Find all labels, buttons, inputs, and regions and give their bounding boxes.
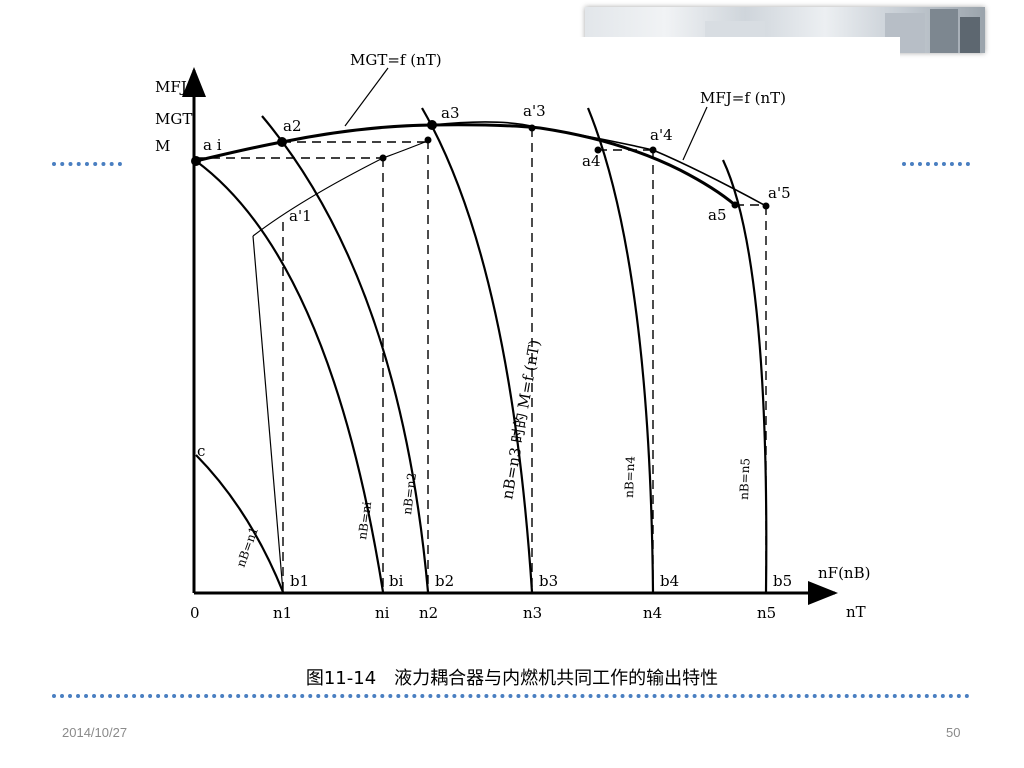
leader-mfj bbox=[682, 106, 708, 161]
x-label-nt: nT bbox=[846, 603, 866, 621]
a1-b1-line bbox=[252, 235, 284, 593]
label-b3: b3 bbox=[539, 572, 558, 590]
label-mfj-curve: MFJ=f (nT) bbox=[700, 89, 786, 107]
nb4-curve bbox=[586, 107, 655, 593]
point-a3-prime bbox=[528, 124, 536, 132]
nb1-curve bbox=[195, 454, 285, 593]
origin-label: 0 bbox=[190, 604, 200, 622]
coupling-characteristic-figure: MFJ MGT M nF(nB) nT 0 n1 ni n2 n3 n4 n5 … bbox=[155, 51, 870, 622]
point-ni-top bbox=[379, 154, 387, 162]
tick-n5: n5 bbox=[757, 604, 776, 622]
top-dotted-divider-right bbox=[902, 162, 970, 166]
mfj-curve bbox=[431, 121, 767, 207]
header-mask bbox=[560, 37, 900, 62]
y-label-m: M bbox=[155, 137, 170, 155]
label-a5: a5 bbox=[708, 206, 727, 224]
label-a4-prime: a'4 bbox=[650, 126, 673, 144]
tick-n2: n2 bbox=[419, 604, 438, 622]
label-nb5: nB=n5 bbox=[737, 458, 752, 500]
top-dotted-divider-left bbox=[52, 162, 122, 166]
label-c: c bbox=[197, 442, 205, 460]
building-shape bbox=[960, 17, 980, 53]
label-a1-prime: a'1 bbox=[289, 207, 312, 225]
nb5-curve bbox=[722, 159, 768, 593]
point-a4-prime bbox=[649, 146, 657, 154]
nb3-curve bbox=[421, 107, 534, 593]
point-a5-prime bbox=[762, 202, 770, 210]
label-b2: b2 bbox=[435, 572, 454, 590]
nb2-curve bbox=[261, 115, 430, 593]
point-a5 bbox=[731, 201, 739, 209]
leader-mgt bbox=[344, 67, 389, 127]
footer-date: 2014/10/27 bbox=[62, 725, 128, 740]
y-label-mfj: MFJ bbox=[155, 78, 187, 96]
building-shape bbox=[930, 9, 958, 53]
label-nb2: nB=n2 bbox=[400, 472, 419, 515]
label-a2: a2 bbox=[283, 117, 302, 135]
label-nb4: nB=n4 bbox=[622, 455, 637, 498]
label-nbi: nB=ni bbox=[355, 501, 374, 541]
tick-n1: n1 bbox=[273, 604, 292, 622]
point-a3 bbox=[427, 120, 437, 130]
footer-page-number: 50 bbox=[946, 725, 961, 740]
figure-caption: 图11-14 液力耦合器与内燃机共同工作的输出特性 bbox=[305, 668, 719, 689]
label-a3: a3 bbox=[441, 104, 460, 122]
label-b1: b1 bbox=[290, 572, 309, 590]
label-bi: bi bbox=[389, 572, 404, 590]
y-label-mgt: MGT bbox=[155, 110, 192, 128]
label-b5: b5 bbox=[773, 572, 792, 590]
point-a4 bbox=[594, 146, 602, 154]
tick-n3: n3 bbox=[523, 604, 542, 622]
label-mgt-curve: MGT=f (nT) bbox=[350, 51, 442, 69]
tick-n4: n4 bbox=[643, 604, 662, 622]
label-a4: a4 bbox=[582, 152, 601, 170]
label-a5-prime: a'5 bbox=[768, 184, 791, 202]
point-n2-top bbox=[424, 136, 432, 144]
tick-ni: ni bbox=[375, 604, 390, 622]
point-a2 bbox=[277, 137, 287, 147]
x-label-nf: nF(nB) bbox=[818, 564, 870, 582]
label-nb1: nB=n1 bbox=[234, 525, 262, 569]
label-ai: a i bbox=[203, 136, 222, 154]
label-a3-prime: a'3 bbox=[523, 102, 546, 120]
label-b4: b4 bbox=[660, 572, 679, 590]
bottom-dotted-divider bbox=[52, 694, 970, 698]
nbi-curve bbox=[195, 160, 385, 593]
point-ai bbox=[191, 156, 201, 166]
inner-curve bbox=[252, 139, 431, 237]
